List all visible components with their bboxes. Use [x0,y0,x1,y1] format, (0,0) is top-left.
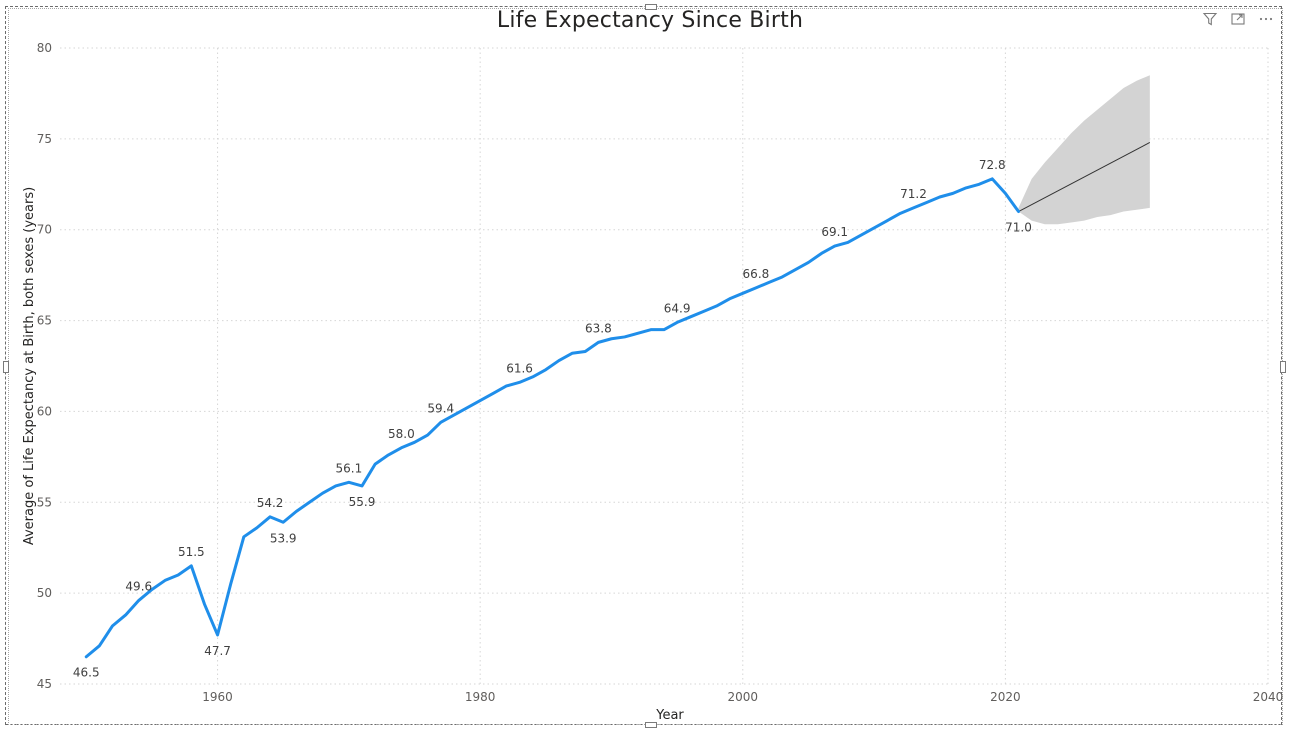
y-tick-label: 65 [37,314,52,328]
data-label: 49.6 [125,579,152,593]
y-tick-label: 55 [37,495,52,509]
data-label: 69.1 [821,225,848,239]
focus-mode-icon[interactable] [1229,10,1247,28]
y-tick-label: 60 [37,404,52,418]
x-tick-label: 2040 [1253,690,1284,704]
x-tick-label: 1980 [465,690,496,704]
data-label: 66.8 [743,267,770,281]
x-axis-label: Year [655,708,684,723]
data-label: 47.7 [204,644,231,658]
x-tick-label: 2020 [990,690,1021,704]
visual-header-toolbar [1201,10,1275,28]
filter-icon[interactable] [1201,10,1219,28]
data-label: 59.4 [427,401,454,415]
data-label: 71.0 [1005,221,1032,235]
y-tick-label: 80 [37,41,52,55]
y-tick-label: 45 [37,677,52,691]
forecast-confidence-band [1018,75,1150,225]
data-label: 56.1 [336,461,363,475]
data-label: 61.6 [506,361,533,375]
data-label: 53.9 [270,531,297,545]
data-label: 71.2 [900,187,927,201]
data-label: 64.9 [664,301,691,315]
x-tick-label: 1960 [202,690,233,704]
forecast-line [1018,142,1151,212]
series-line[interactable] [84,177,1021,659]
resize-handle-top[interactable] [645,4,657,10]
data-label: 63.8 [585,321,612,335]
y-tick-label: 75 [37,132,52,146]
resize-handle-right[interactable] [1280,361,1286,373]
y-axis-label: Average of Life Expectancy at Birth, bot… [22,187,37,545]
data-label: 51.5 [178,545,205,559]
x-tick-label: 2000 [728,690,759,704]
resize-handle-bottom[interactable] [645,722,657,728]
y-tick-label: 50 [37,586,52,600]
data-label: 54.2 [257,496,284,510]
data-label: 46.5 [73,666,100,680]
resize-handle-left[interactable] [3,361,9,373]
data-label: 72.8 [979,158,1006,172]
chart-title: Life Expectancy Since Birth [496,8,804,33]
data-label: 58.0 [388,427,415,441]
more-options-icon[interactable] [1257,10,1275,28]
data-label: 55.9 [349,495,376,509]
y-tick-label: 70 [37,223,52,237]
